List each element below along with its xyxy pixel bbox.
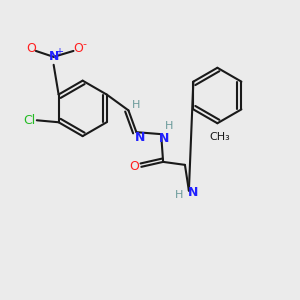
Text: O: O — [130, 160, 139, 173]
Text: -: - — [82, 39, 86, 49]
Text: N: N — [49, 50, 59, 63]
Text: H: H — [175, 190, 183, 200]
Text: Cl: Cl — [23, 114, 35, 127]
Text: +: + — [55, 47, 63, 57]
Text: N: N — [188, 186, 198, 199]
Text: O: O — [26, 42, 36, 56]
Text: N: N — [135, 130, 146, 144]
Text: H: H — [165, 121, 173, 131]
Text: CH₃: CH₃ — [209, 132, 230, 142]
Text: O: O — [74, 42, 83, 56]
Text: N: N — [159, 132, 169, 145]
Text: H: H — [132, 100, 141, 110]
